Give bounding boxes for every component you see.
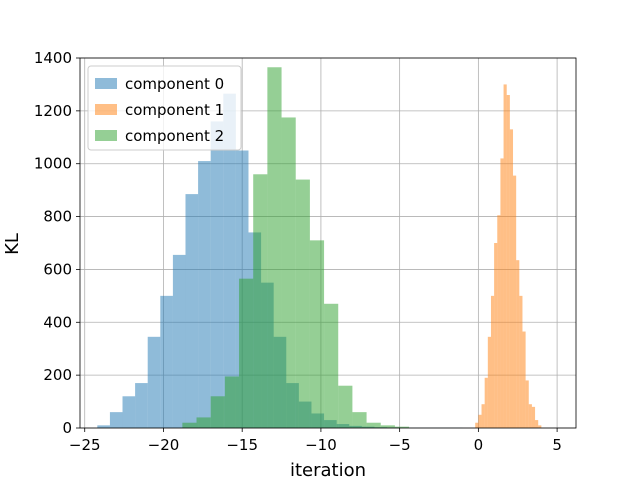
histogram-bar <box>366 422 381 428</box>
histogram-bar <box>338 385 353 428</box>
y-axis: 0 200 400 600 800 1000 1200 1400 <box>34 49 80 437</box>
histogram-bar <box>519 295 523 428</box>
series-2 <box>182 67 410 428</box>
histogram-bar <box>267 67 282 428</box>
bars <box>97 67 542 429</box>
y-tick-label: 600 <box>43 260 72 278</box>
y-tick-label: 0 <box>62 419 72 437</box>
histogram-bar <box>210 121 224 428</box>
histogram-bar <box>324 303 339 428</box>
x-tick-label: −25 <box>69 436 101 454</box>
y-tick-label: 800 <box>43 208 72 226</box>
plot-frame <box>79 57 577 429</box>
histogram-bar <box>182 422 197 428</box>
y-tick-label: 200 <box>43 366 72 384</box>
histogram-bar <box>538 425 542 428</box>
x-axis-title: iteration <box>290 460 366 480</box>
x-axis: −25 −20 −15 −10 −5 0 5 <box>69 428 562 454</box>
legend-swatch <box>95 78 117 89</box>
legend-label: component 2 <box>125 127 224 145</box>
histogram-bar <box>224 376 240 428</box>
histogram-bar <box>484 377 488 428</box>
y-tick-label: 1200 <box>34 102 72 120</box>
histogram-bar <box>185 194 199 428</box>
y-tick-label: 1400 <box>34 49 72 67</box>
histogram-bar <box>481 404 485 428</box>
histogram-bar <box>494 243 498 428</box>
y-tick-label: 400 <box>43 313 72 331</box>
x-tick-label: −5 <box>389 436 411 454</box>
histogram-bar <box>513 175 517 428</box>
histogram-bar <box>172 254 186 428</box>
legend-box <box>87 65 242 151</box>
legend-label: component 0 <box>125 75 224 93</box>
legend-label: component 1 <box>125 101 224 119</box>
histogram-bar <box>394 426 410 428</box>
histogram-bar <box>253 174 268 428</box>
x-tick-label: 0 <box>474 436 484 454</box>
histogram-bar <box>475 422 479 428</box>
legend-swatch <box>95 104 117 115</box>
histogram-bar <box>531 406 536 428</box>
histogram-bar <box>506 95 510 428</box>
histogram-bar <box>109 412 123 428</box>
histogram-bar <box>490 295 495 428</box>
x-tick-label: 5 <box>552 436 562 454</box>
histogram-bar <box>309 240 325 428</box>
histogram-bar <box>223 93 236 428</box>
histogram-bar <box>281 117 296 428</box>
histogram-bar <box>487 336 491 428</box>
histogram-bar <box>210 396 225 428</box>
histogram-bar <box>122 396 136 428</box>
histogram-bar <box>147 336 161 428</box>
histogram-bar <box>500 158 504 428</box>
histogram-bar <box>295 179 310 428</box>
histogram-bar <box>478 414 482 428</box>
histogram-bar <box>522 331 526 428</box>
histogram-bar <box>497 215 501 428</box>
histogram-bar <box>525 380 529 428</box>
histogram-bar <box>509 129 514 428</box>
x-tick-label: −10 <box>305 436 337 454</box>
legend-swatch <box>95 130 117 141</box>
x-tick-label: −15 <box>226 436 258 454</box>
legend: component 0 component 1 component 2 <box>87 65 242 151</box>
y-tick-label: 1000 <box>34 155 72 173</box>
x-tick-label: −20 <box>148 436 180 454</box>
histogram-bar <box>196 417 211 428</box>
histogram-bar <box>503 84 507 428</box>
series-1 <box>475 84 542 428</box>
histogram-bar <box>535 420 539 428</box>
histogram-bar <box>380 425 395 428</box>
histogram-bar <box>352 412 367 428</box>
histogram-bar <box>160 295 173 428</box>
histogram-bar <box>135 383 148 428</box>
y-axis-title: KL <box>2 233 23 255</box>
histogram-bar <box>198 161 211 429</box>
histogram-bar <box>97 425 110 428</box>
histogram-bar <box>528 404 532 428</box>
histogram-bar <box>239 278 254 428</box>
histogram-bar <box>516 260 520 428</box>
